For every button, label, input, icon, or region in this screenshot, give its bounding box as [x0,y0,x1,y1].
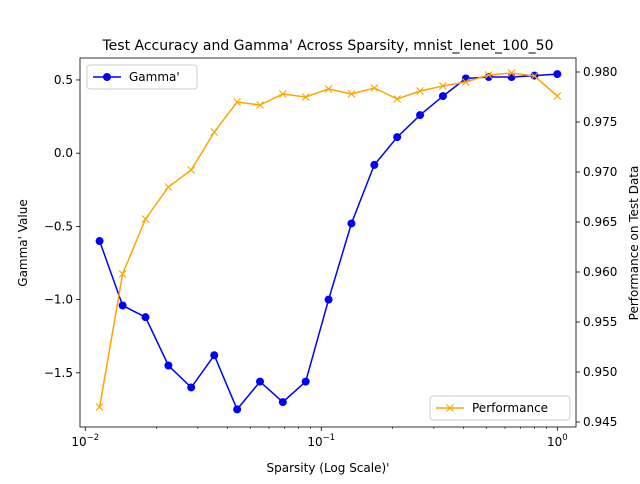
series-1-point-20 [553,92,562,100]
chart-marks: 10−2 10−1 100 0.5 0.0 −0.5 −1.0 −1.5 0.980 0.975 0… [44,57,617,449]
series-1-point-17 [484,71,493,79]
series-0-point-14 [416,111,425,120]
series-1-point-7 [256,101,264,109]
series-0-point-13 [393,133,402,142]
legend-label-0: Gamma' [129,70,180,84]
series-1-point-16 [461,78,470,86]
series-0-point-1 [118,301,127,310]
series-0-point-8 [278,398,287,407]
series-1-point-19 [530,72,539,80]
series-1-point-9 [301,93,310,101]
series-1-point-12 [370,84,379,92]
legend-1: Performance [429,395,571,421]
series-0-point-20 [553,70,562,79]
series-0-point-4 [187,383,196,392]
legend-swatch-marker-1 [446,404,454,412]
series-1-point-8 [278,90,287,98]
series-0-point-18 [507,73,516,82]
series-1-point-1 [118,270,127,278]
series-1-point-5 [210,128,219,136]
series-1-point-10 [324,85,333,93]
y-right-tick-label-2: 0.970 [583,165,617,179]
y-right-tick-label-6: 0.950 [583,365,617,379]
y-left-tick-label-1: 0.0 [54,146,73,160]
chart-title: Test Accuracy and Gamma' Across Sparsity… [101,38,553,54]
series-0-point-3 [164,361,173,370]
series-0-point-12 [370,160,379,169]
x-tick-label-2: 100 [547,433,568,449]
y-left-tick-label-4: −1.5 [44,366,73,380]
series-0-point-0 [95,237,104,246]
series-1-point-2 [141,215,150,223]
plot-frame [79,57,577,428]
y-left-tick-label-2: −0.5 [44,219,73,233]
x-tick-label-1: 10−1 [307,433,335,449]
y-right-tick-label-5: 0.955 [583,315,617,329]
y-right-tick-label-4: 0.960 [583,265,617,279]
series-0-point-7 [256,377,265,386]
legend-label-1: Performance [472,401,548,415]
series-0-point-10 [324,295,333,304]
y-right-tick-label-1: 0.975 [583,115,617,129]
legend-0: Gamma' [86,64,198,90]
series-0-point-6 [233,405,242,414]
series-0-point-9 [301,377,310,386]
x-tick-label-0: 10−2 [71,433,99,449]
y-axis-right-label: Performance on Test Data [627,166,640,321]
series-0-point-11 [347,219,356,228]
y-right-tick-label-0: 0.980 [583,65,617,79]
y-left-tick-label-3: −1.0 [44,293,73,307]
y-axis-left-label: Gamma' Value [16,199,30,286]
series-0-point-2 [141,313,150,322]
series-1-point-13 [393,95,402,103]
series-1-point-14 [416,87,424,95]
series-1-point-4 [187,166,196,174]
legend-box-0 [86,64,198,90]
series-1-point-3 [164,183,173,191]
y-right-tick-label-3: 0.965 [583,215,617,229]
series-1-point-6 [233,98,242,106]
series-0-point-5 [210,351,219,360]
y-right-tick-label-7: 0.945 [583,415,617,429]
series-1-point-0 [95,403,104,411]
legend-box-1 [429,395,571,421]
series-1-point-18 [507,69,516,77]
series-0-point-15 [438,92,447,101]
legend-swatch-marker-0 [103,73,111,81]
series-1-point-15 [439,82,447,90]
y-left-tick-label-0: 0.5 [54,73,73,87]
x-axis-label: Sparsity (Log Scale)' [267,461,390,475]
series-1-point-11 [347,90,356,98]
